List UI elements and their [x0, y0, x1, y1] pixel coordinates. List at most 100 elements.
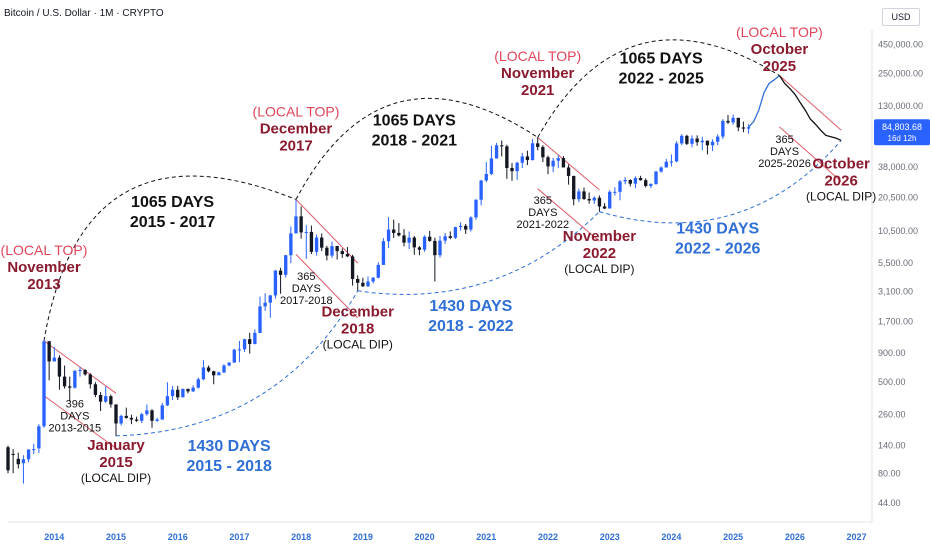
channel-lower-line	[537, 188, 600, 242]
candle-body	[165, 396, 170, 406]
candle-body	[32, 449, 36, 451]
cycle-arc	[295, 97, 538, 200]
x-tick-label: 2026	[785, 532, 805, 542]
candle-body	[140, 414, 144, 421]
candle-body	[484, 173, 488, 181]
candle-body	[412, 237, 416, 248]
candle-body	[242, 339, 247, 350]
candle-body	[160, 405, 164, 420]
x-tick-label: 2027	[847, 532, 867, 542]
top-year-label: 2017	[279, 138, 312, 155]
candle-body	[422, 236, 427, 250]
chart-header-title: Bitcoin / U.S. Dollar · 1M · CRYPTO	[4, 8, 164, 19]
candle-body	[546, 157, 550, 167]
cycle-label: 1430 DAYS	[188, 438, 271, 455]
cycle-label: 2022 - 2025	[618, 71, 704, 88]
channel-upper-line	[537, 137, 600, 191]
candle-body	[217, 372, 221, 376]
channel-upper-line	[779, 75, 842, 131]
dip-year-label: 2018	[341, 320, 374, 337]
cycle-label: 1065 DAYS	[373, 112, 456, 129]
channel-label: 2017-2018	[280, 295, 333, 307]
cycle-arc	[599, 140, 842, 224]
candle-body	[212, 371, 216, 376]
candle-body	[613, 191, 617, 193]
candle-body	[289, 233, 293, 256]
candle-body	[680, 135, 684, 144]
x-tick-label: 2015	[106, 532, 126, 542]
candle-body	[155, 419, 159, 421]
candle-body	[11, 453, 15, 455]
candle-body	[566, 167, 571, 176]
currency-button[interactable]: USD	[882, 8, 920, 26]
candle-body	[263, 302, 267, 307]
candle-body	[556, 158, 560, 161]
cycle-arc	[537, 39, 780, 138]
candle-body	[248, 339, 252, 344]
candle-body	[145, 410, 149, 415]
candle-body	[597, 197, 602, 207]
candle-body	[325, 247, 329, 256]
price-tag-countdown: 16d 12h	[888, 134, 917, 143]
top-year-label: 2013	[27, 276, 60, 293]
candle-body	[88, 374, 92, 385]
cycle-label: 1430 DAYS	[429, 298, 512, 315]
candle-body	[330, 246, 334, 256]
candle-body	[42, 341, 46, 427]
channel-label: 2025-2026	[758, 158, 811, 170]
y-tick-label: 250,000.00	[878, 68, 923, 78]
cycle-label: 1065 DAYS	[620, 51, 703, 68]
candle-body	[371, 277, 375, 282]
candle-body	[26, 449, 31, 460]
candle-body	[273, 270, 278, 296]
x-tick-label: 2018	[291, 532, 311, 542]
candle-body	[191, 387, 195, 392]
candle-body	[98, 394, 103, 402]
channel-label: 2013-2015	[49, 423, 102, 435]
candle-body	[335, 246, 339, 252]
candle-body	[500, 145, 504, 147]
cycle-arc	[115, 290, 359, 437]
candle-body	[294, 216, 298, 234]
y-tick-label: 44.00	[878, 498, 901, 508]
cycle-label: 2015 - 2018	[186, 458, 272, 475]
local-dip-label: (LOCAL DIP)	[81, 471, 151, 485]
candle-body	[659, 167, 663, 172]
x-tick-label: 2016	[168, 532, 188, 542]
candle-body	[541, 146, 545, 158]
candle-body	[572, 175, 576, 200]
candle-body	[232, 349, 236, 363]
candle-body	[638, 178, 643, 181]
candle-body	[530, 143, 535, 161]
local-dip-label: (LOCAL DIP)	[806, 189, 876, 203]
candle-body	[227, 362, 231, 366]
channel-label: 365	[297, 271, 315, 283]
candle-body	[345, 254, 350, 257]
candle-body	[124, 415, 128, 418]
candle-body	[700, 140, 704, 143]
candle-body	[469, 217, 473, 230]
candle-body	[705, 140, 710, 146]
candle-body	[268, 295, 272, 303]
channel-label: 365	[775, 134, 793, 146]
candle-body	[695, 138, 699, 143]
top-month-label: November	[7, 259, 81, 276]
candle-body	[47, 341, 51, 362]
top-month-label: December	[260, 121, 333, 138]
candle-body	[62, 376, 67, 387]
y-tick-label: 1,700.00	[878, 316, 913, 326]
channel-label: 2021-2022	[517, 219, 570, 231]
candle-body	[510, 168, 514, 172]
candle-body	[104, 396, 108, 402]
cycle-label: 1065 DAYS	[131, 194, 214, 211]
candle-body	[479, 180, 483, 200]
candle-body	[407, 237, 411, 243]
cycle-label: 2018 - 2021	[372, 132, 458, 149]
candle-body	[21, 459, 26, 464]
candle-body	[134, 419, 139, 421]
candle-body	[201, 367, 206, 380]
channel-label: DAYS	[60, 411, 89, 423]
candle-body	[602, 206, 607, 209]
local-top-label: (LOCAL TOP)	[253, 104, 340, 120]
